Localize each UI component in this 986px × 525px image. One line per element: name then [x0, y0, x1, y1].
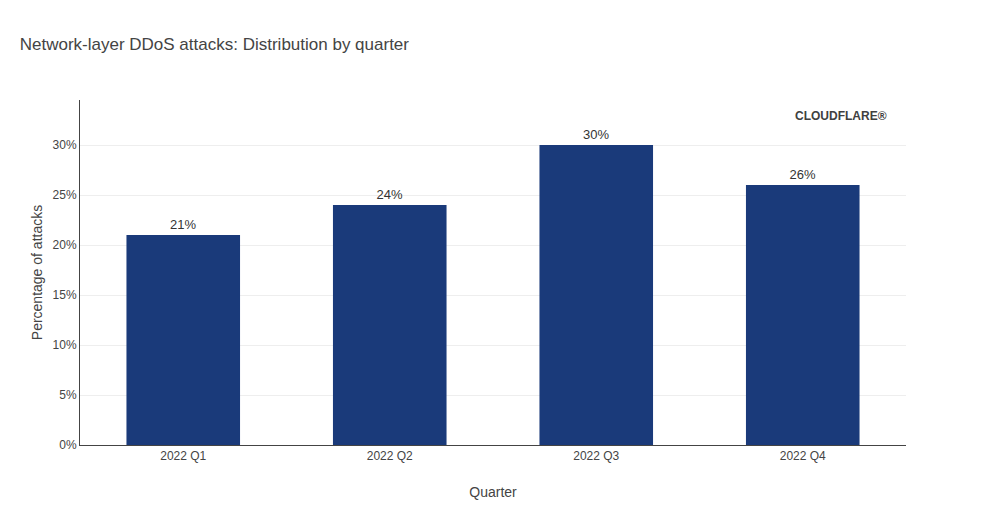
svg-text:24%: 24% — [377, 187, 403, 202]
svg-text:21%: 21% — [170, 217, 196, 232]
svg-text:30%: 30% — [53, 138, 77, 152]
svg-text:20%: 20% — [53, 238, 77, 252]
svg-text:2022 Q3: 2022 Q3 — [573, 449, 619, 463]
svg-text:CLOUDFLARE®: CLOUDFLARE® — [795, 109, 887, 123]
svg-text:2022 Q4: 2022 Q4 — [780, 449, 826, 463]
svg-text:Network-layer DDoS attacks: Di: Network-layer DDoS attacks: Distribution… — [20, 35, 410, 54]
svg-text:2022 Q2: 2022 Q2 — [367, 449, 413, 463]
svg-text:15%: 15% — [53, 288, 77, 302]
svg-text:25%: 25% — [53, 188, 77, 202]
svg-text:Quarter: Quarter — [469, 484, 517, 500]
svg-text:10%: 10% — [53, 338, 77, 352]
svg-text:0%: 0% — [59, 438, 77, 452]
svg-text:Percentage of attacks: Percentage of attacks — [29, 205, 45, 340]
svg-text:30%: 30% — [583, 127, 609, 142]
svg-text:26%: 26% — [790, 167, 816, 182]
svg-text:2022 Q1: 2022 Q1 — [160, 449, 206, 463]
svg-text:5%: 5% — [59, 388, 77, 402]
